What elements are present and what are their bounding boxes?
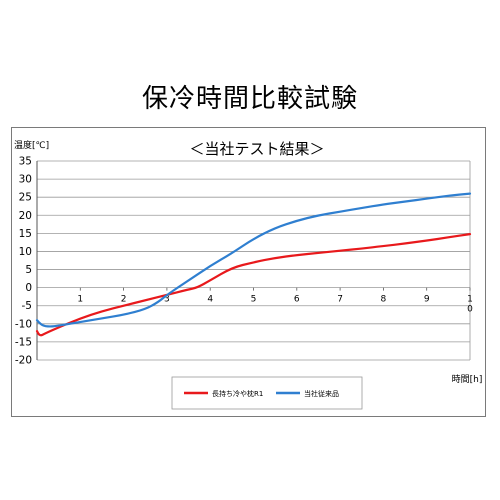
x-tick-labels: 1 2 3 4 5 6 7 8 9 10 <box>77 295 473 315</box>
y-tick-label: -15 <box>15 336 32 348</box>
x-tick-label: 9 <box>424 295 430 305</box>
x-tick-label-wrap: 0 <box>467 305 473 315</box>
y-tick-label: -10 <box>15 318 32 330</box>
y-tick-label: -5 <box>22 300 32 312</box>
x-tick-label: 4 <box>207 295 213 305</box>
x-tick-label: 6 <box>294 295 300 305</box>
y-tick-label: 25 <box>19 192 32 204</box>
y-tick-label: 15 <box>19 228 32 240</box>
y-tick-label: 0 <box>25 282 32 294</box>
x-tick-label: 7 <box>337 295 343 305</box>
chart-frame: ＜当社テスト結果＞ 温度[℃] 時間[h] 35 30 25 20 15 10 5 0 -5 -1… <box>11 127 486 417</box>
x-tick-label: 2 <box>121 295 127 305</box>
series-line-2 <box>35 192 472 328</box>
x-tick-label: 5 <box>251 295 257 305</box>
axes <box>36 161 471 360</box>
y-tick-label: 5 <box>25 264 32 276</box>
x-tick-label: 3 <box>164 295 170 305</box>
y-tick-label: 10 <box>19 246 32 258</box>
y-tick-label: 35 <box>19 156 32 168</box>
chart-title: ＜当社テスト結果＞ <box>189 140 324 158</box>
legend-label-1: 長持ち冷や枕R1 <box>212 389 263 398</box>
x-axis-label: 時間[h] <box>452 374 483 385</box>
series-line-1 <box>35 233 472 337</box>
legend-label-2: 当社従来品 <box>304 389 339 398</box>
x-tick-label: 1 <box>77 295 83 305</box>
y-axis-label: 温度[℃] <box>14 139 49 151</box>
y-tick-labels: 35 30 25 20 15 10 5 0 -5 -10 -15 -20 <box>15 156 32 367</box>
y-tick-label: 20 <box>19 210 32 222</box>
y-tick-label: 30 <box>19 174 32 186</box>
grid-lines <box>37 160 470 361</box>
x-tick-label: 8 <box>381 295 387 305</box>
series-lines <box>35 192 472 337</box>
y-tick-label: -20 <box>15 355 32 367</box>
legend: 長持ち冷や枕R1 当社従来品 <box>171 376 363 410</box>
temperature-line-chart: ＜当社テスト結果＞ 温度[℃] 時間[h] 35302520151050-5-1… <box>14 139 483 410</box>
page-title: 保冷時間比較試験 <box>141 84 358 114</box>
x-tick-label: 1 <box>467 295 473 305</box>
